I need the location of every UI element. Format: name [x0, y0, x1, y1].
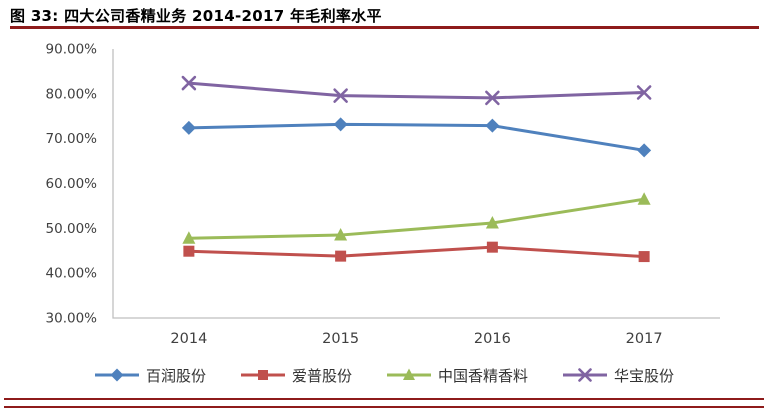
y-tick-label: 50.00% [46, 221, 98, 237]
triangle-marker-icon [334, 228, 348, 241]
y-tick-label: 80.00% [46, 86, 98, 102]
x-tick-label: 2014 [170, 331, 207, 347]
legend-label: 华宝股份 [614, 366, 675, 385]
y-tick-label: 30.00% [46, 311, 98, 327]
diamond-marker-icon [181, 120, 196, 135]
square-marker-icon [257, 370, 268, 380]
legend-marker [387, 368, 431, 380]
x-marker-icon [181, 75, 197, 91]
legend-label: 爱普股份 [291, 366, 352, 385]
square-marker-icon [335, 250, 347, 262]
legend-marker [94, 368, 139, 382]
square-marker-icon [638, 251, 650, 263]
triangle-marker-icon [403, 368, 415, 380]
x-marker-icon [636, 85, 652, 100]
legend-item: 华宝股份 [562, 365, 674, 386]
square-marker-icon [183, 245, 195, 257]
triangle-marker-icon [182, 231, 196, 244]
diamond-marker-icon [485, 118, 500, 133]
diamond-marker-icon [333, 117, 348, 132]
legend-label: 中国香精香料 [438, 366, 529, 385]
legend-marker [240, 370, 285, 380]
figure-title: 图 33: 四大公司香精业务 2014-2017 年毛利率水平 [10, 7, 382, 25]
series-line [188, 122, 645, 152]
y-tick-label: 40.00% [46, 266, 98, 282]
legend-item: 中国香精香料 [386, 365, 528, 386]
x-marker-icon [333, 88, 348, 103]
title-rule [10, 26, 759, 29]
legend-item: 百润股份 [94, 365, 206, 386]
legend-marker [563, 368, 608, 382]
legend-label: 百润股份 [145, 366, 206, 385]
series-line [188, 81, 645, 100]
y-tick-label: 90.00% [46, 42, 98, 58]
diamond-marker-icon [110, 368, 124, 382]
x-tick-label: 2015 [322, 331, 359, 347]
x-tick-label: 2017 [626, 331, 663, 347]
y-tick-label: 60.00% [46, 176, 98, 192]
series-line [188, 245, 645, 259]
x-marker-icon [578, 368, 592, 382]
series-line [188, 197, 645, 240]
diamond-marker-icon [637, 143, 652, 158]
y-tick-label: 70.00% [46, 131, 98, 147]
triangle-marker-icon [637, 192, 651, 205]
chart-legend: 百润股份 爱普股份 中国香精香料 华宝股份 [0, 363, 768, 387]
x-marker-icon [485, 90, 500, 106]
legend-item: 爱普股份 [240, 365, 352, 386]
x-tick-label: 2016 [474, 331, 511, 347]
axis-lines [112, 49, 720, 319]
triangle-marker-icon [485, 215, 499, 229]
bottom-rule [4, 398, 764, 408]
square-marker-icon [486, 241, 498, 253]
